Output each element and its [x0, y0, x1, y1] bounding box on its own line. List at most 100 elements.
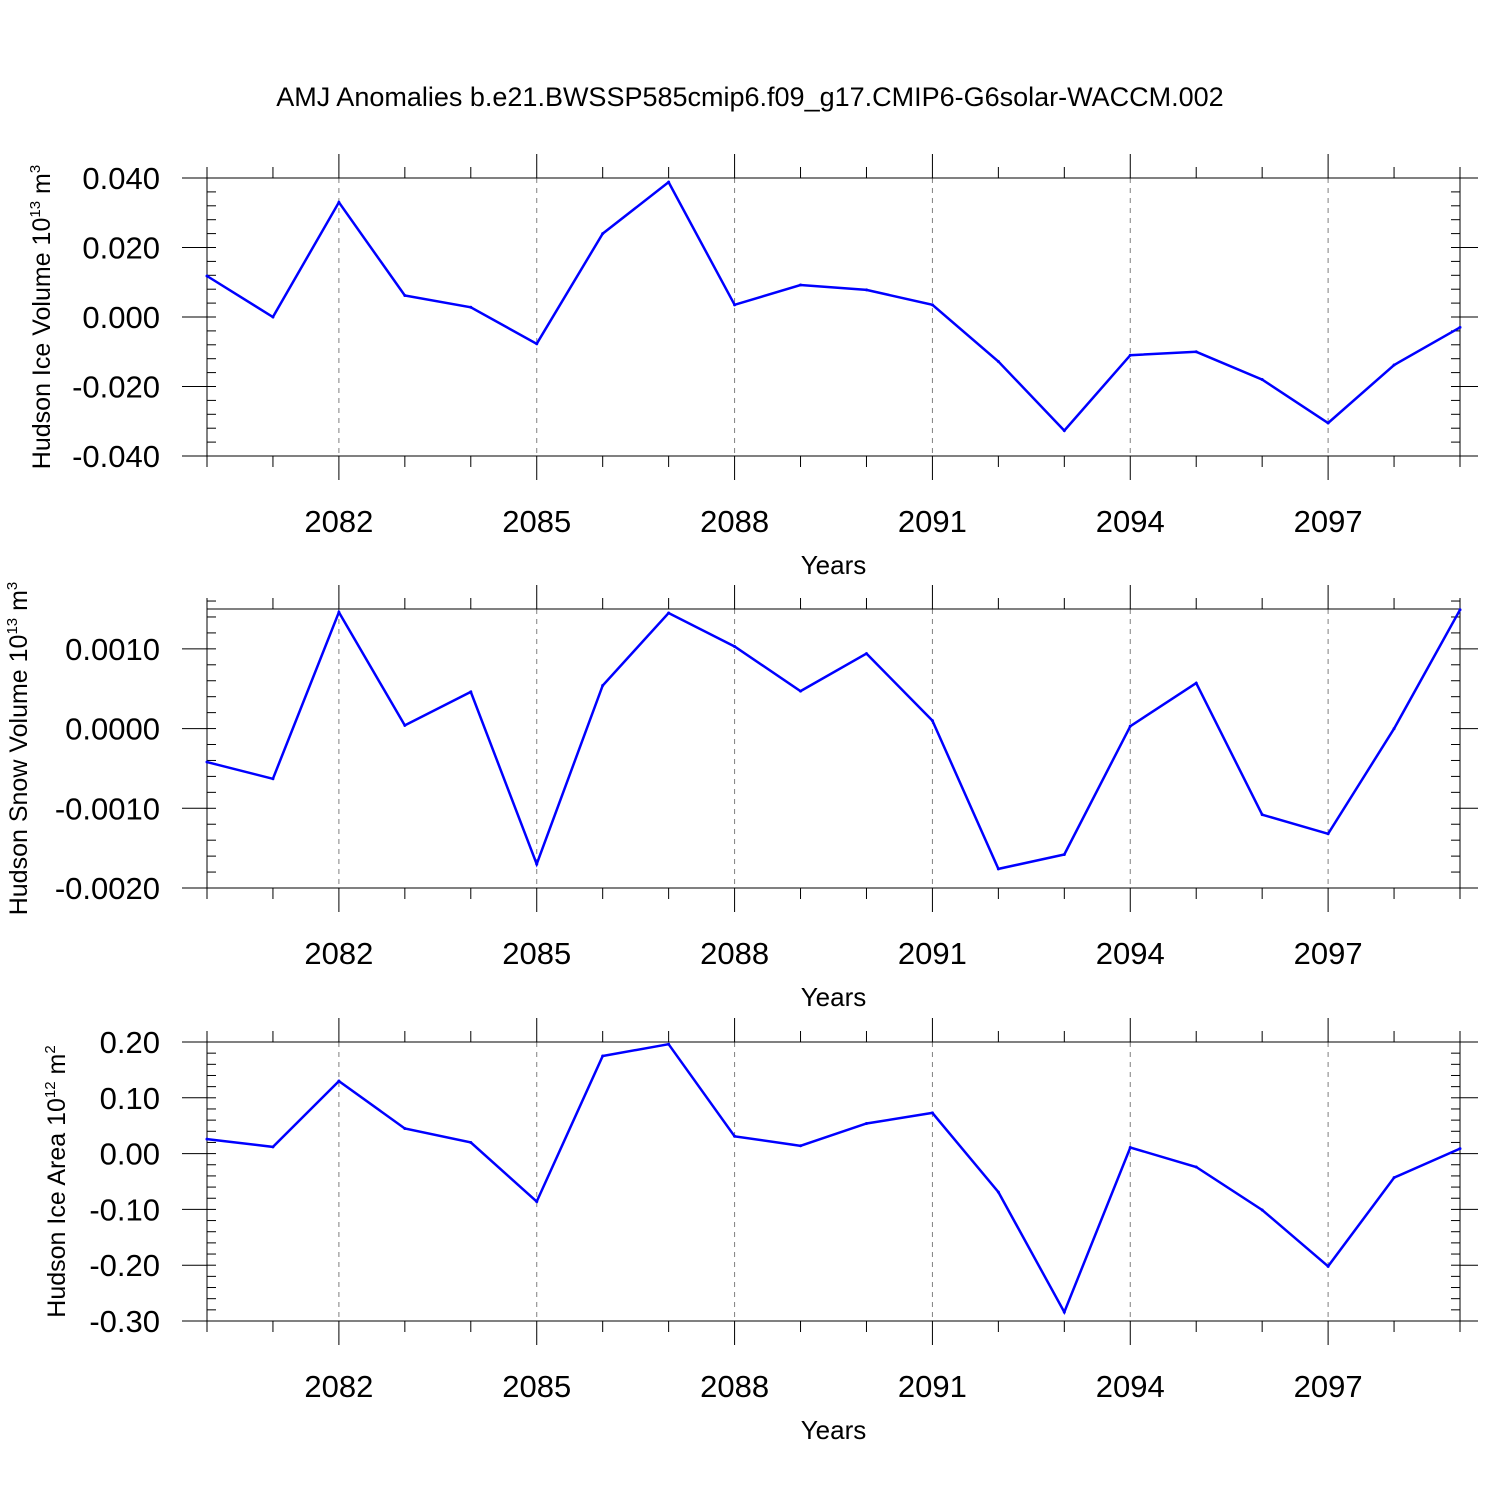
data-point [337, 1079, 341, 1083]
y-axis-label-exp: 12 [42, 1081, 59, 1098]
data-point [1194, 1165, 1198, 1169]
data-point [205, 274, 209, 278]
y-axis-label: Hudson Ice Area 1012 m2 [42, 1045, 71, 1317]
x-tick-label: 2088 [700, 504, 769, 539]
data-point [1458, 325, 1462, 329]
x-tick-label: 2094 [1096, 504, 1165, 539]
x-axis-label: Years [801, 982, 867, 1012]
data-point [1458, 608, 1462, 612]
x-tick-label: 2085 [502, 936, 571, 971]
data-point [403, 723, 407, 727]
plot-frame [206, 177, 1461, 457]
y-tick-label: -0.30 [89, 1304, 160, 1339]
data-point [205, 760, 209, 764]
svg-text:Hudson Ice Volume 1013 m3: Hudson Ice Volume 1013 m3 [27, 165, 56, 469]
panel-ice-volume: Hudson Ice Volume 1013 m3 Years 2082 2085… [27, 154, 1478, 580]
x-axis-label: Years [801, 550, 867, 580]
y-tick-label: 0.040 [82, 161, 160, 196]
chart-title: AMJ Anomalies b.e21.BWSSP585cmip6.f09_g1… [276, 82, 1223, 112]
data-point [1260, 1208, 1264, 1212]
y-tick-label: -0.0010 [55, 791, 160, 826]
data-point [271, 315, 275, 319]
data-point [1260, 813, 1264, 817]
data-point [1392, 363, 1396, 367]
data-point [864, 1121, 868, 1125]
data-point [1128, 724, 1132, 728]
data-point [535, 342, 539, 346]
data-point [403, 1126, 407, 1130]
data-point [1392, 1176, 1396, 1180]
data-point [930, 303, 934, 307]
data-point [733, 303, 737, 307]
data-point [1260, 378, 1264, 382]
y-axis-label-exp: 13 [27, 201, 44, 218]
data-point [601, 684, 605, 688]
data-point [1062, 853, 1066, 857]
data-point [469, 1140, 473, 1144]
x-tick-label: 2091 [898, 504, 967, 539]
x-tick-label: 2082 [304, 936, 373, 971]
svg-text:Hudson Snow Volume 1013 m3: Hudson Snow Volume 1013 m3 [4, 582, 33, 916]
data-point [271, 1145, 275, 1149]
y-axis-label-main: Hudson Ice Volume 10 [28, 218, 56, 470]
data-point [1326, 1264, 1330, 1268]
y-tick-label: 0.0000 [65, 712, 160, 747]
y-axis-label-unit: m [43, 1054, 71, 1075]
y-tick-label: -0.020 [72, 370, 160, 405]
data-point [799, 1144, 803, 1148]
y-axis-label-unit: m [28, 173, 56, 194]
panel-ice-area: Hudson Ice Area 1012 m2 Years 2082 2085 20… [42, 1018, 1478, 1445]
data-point [601, 232, 605, 236]
panel-snow-volume: Hudson Snow Volume 1013 m3 Years 2082 208… [4, 582, 1478, 1012]
x-tick-label: 2091 [898, 936, 967, 971]
data-point [1062, 429, 1066, 433]
data-point [667, 611, 671, 615]
x-axis-label: Years [801, 1415, 867, 1445]
x-tick-label: 2097 [1294, 1369, 1363, 1404]
data-point [1326, 421, 1330, 425]
series-line [206, 609, 1462, 871]
data-point [601, 1054, 605, 1058]
y-tick-label: -0.10 [89, 1192, 160, 1227]
y-tick-label: -0.0020 [55, 871, 160, 906]
y-tick-label: 0.20 [100, 1025, 160, 1060]
x-tick-label: 2088 [700, 936, 769, 971]
plot-frame [206, 608, 1461, 889]
data-point [733, 644, 737, 648]
data-point [996, 1190, 1000, 1194]
data-point [535, 1200, 539, 1204]
data-point [1458, 1147, 1462, 1151]
y-tick-label: 0.000 [82, 300, 160, 335]
data-point [1062, 1310, 1066, 1314]
data-point [205, 1137, 209, 1141]
data-point [469, 305, 473, 309]
data-point [1392, 727, 1396, 731]
data-point [930, 1111, 934, 1115]
data-point [535, 862, 539, 866]
x-tick-label: 2082 [304, 1369, 373, 1404]
data-point [1128, 353, 1132, 357]
y-axis-label-exp: 13 [4, 618, 21, 635]
y-axis-label-main: Hudson Ice Area 10 [43, 1098, 71, 1318]
data-point [996, 359, 1000, 363]
data-point [864, 652, 868, 656]
x-tick-label: 2088 [700, 1369, 769, 1404]
x-tick-label: 2085 [502, 504, 571, 539]
x-tick-label: 2094 [1096, 936, 1165, 971]
x-tick-label: 2082 [304, 504, 373, 539]
data-point [1128, 1145, 1132, 1149]
data-point [799, 689, 803, 693]
x-tick-label: 2097 [1294, 936, 1363, 971]
data-point [469, 690, 473, 694]
data-point [667, 180, 671, 184]
svg-text:Hudson Ice Area 1012 m2: Hudson Ice Area 1012 m2 [42, 1045, 71, 1317]
y-tick-label: 0.10 [100, 1081, 160, 1116]
y-axis-label-unit-exp: 2 [42, 1045, 59, 1053]
x-tick-label: 2094 [1096, 1369, 1165, 1404]
data-point [930, 719, 934, 723]
data-point [337, 610, 341, 614]
data-point [864, 288, 868, 292]
y-tick-label: 0.020 [82, 231, 160, 266]
y-axis-label: Hudson Ice Volume 1013 m3 [27, 165, 56, 469]
